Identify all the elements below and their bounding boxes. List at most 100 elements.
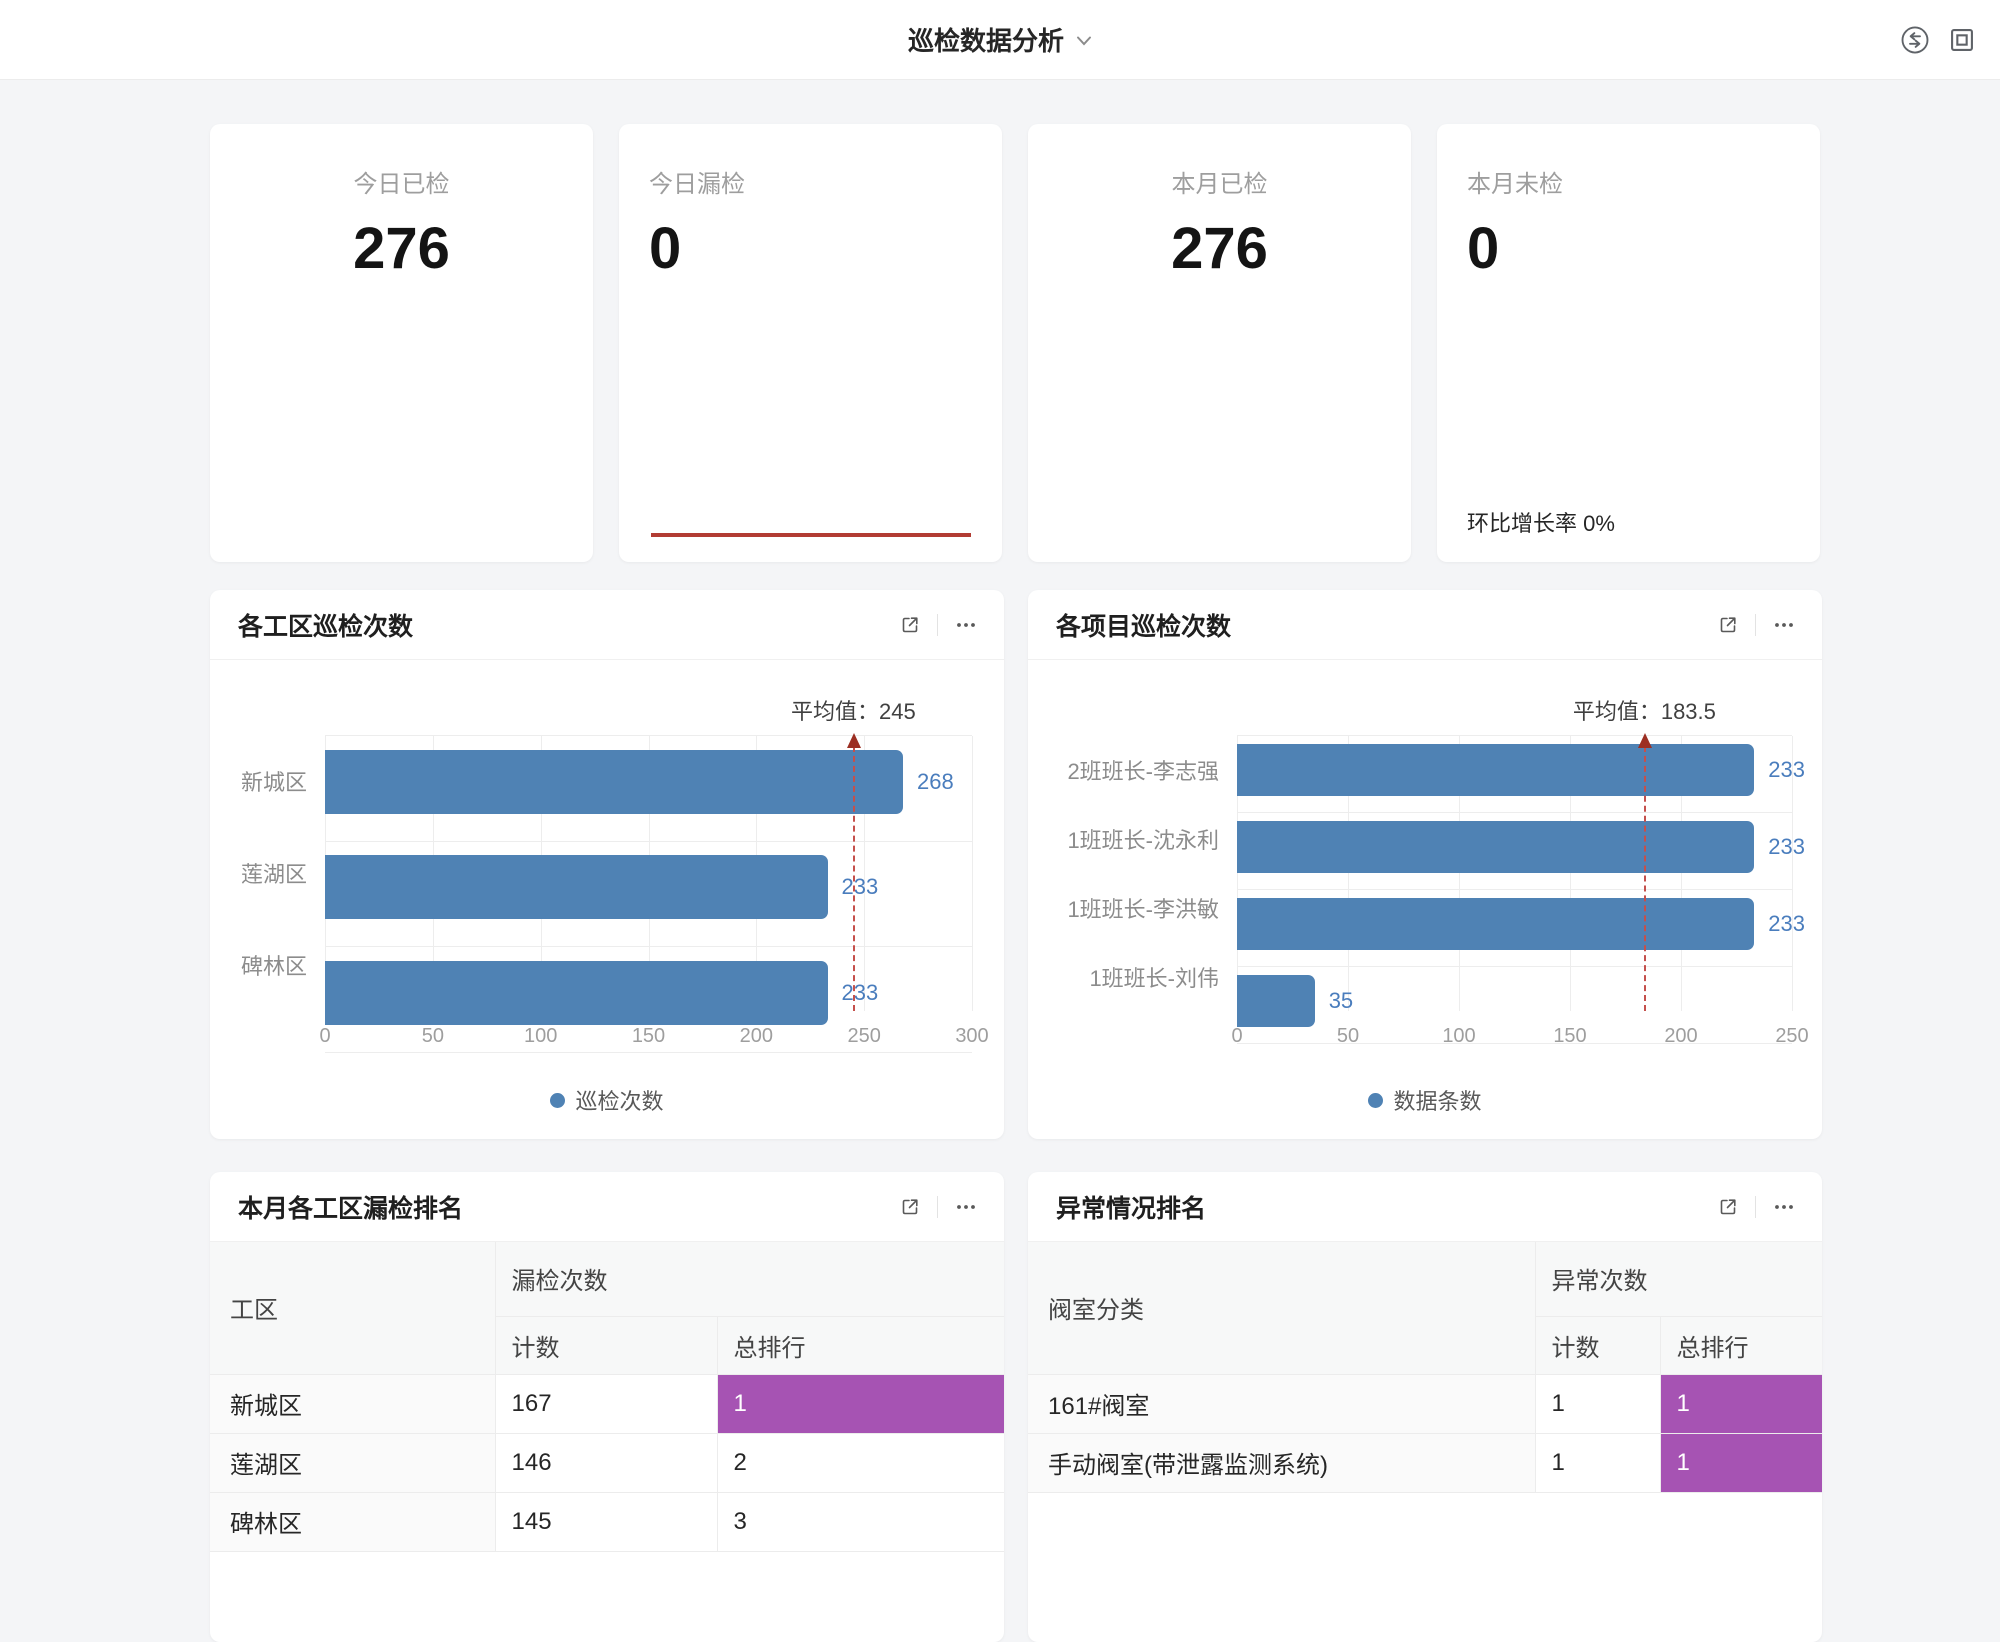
- open-in-new-icon[interactable]: [1717, 1196, 1739, 1218]
- chart-legend[interactable]: 巡检次数: [210, 1084, 1004, 1116]
- gridline: [864, 736, 866, 1011]
- sub-column-header: 计数: [495, 1315, 718, 1375]
- axis-tick-label: 300: [955, 1025, 989, 1047]
- group-column-header: 异常次数: [1534, 1242, 1822, 1317]
- swap-refresh-icon[interactable]: [1900, 25, 1930, 55]
- chart-panel-project: 各项目巡检次数 数据条数: [1028, 590, 1822, 1139]
- header-actions: [1900, 0, 1976, 79]
- bar: 233: [325, 960, 878, 1025]
- ranking-table: 阀室分类 异常次数 计数 总排行 161#阀室 1 1 手动阀室(带泄露监测系统) 1 1: [1028, 1242, 1822, 1493]
- chart-legend[interactable]: 数据条数: [1028, 1084, 1822, 1116]
- stat-card-today-inspected: 今日已检 276: [210, 124, 593, 562]
- category-label: 碑林区: [240, 954, 307, 979]
- panel-header: 各工区巡检次数: [210, 590, 1004, 660]
- table-body: 161#阀室 1 1 手动阀室(带泄露监测系统) 1 1: [1028, 1373, 1822, 1493]
- count-cell: 167: [494, 1373, 718, 1434]
- table-body: 新城区 167 1 莲湖区 146 2 碑林区 145 3: [210, 1373, 1004, 1552]
- category-label: 新城区: [240, 770, 307, 795]
- chart-panels-row: 各工区巡检次数 巡检次数: [210, 590, 1822, 1139]
- bar: 233: [1237, 898, 1805, 950]
- axis-tick-label: 0: [1231, 1025, 1243, 1047]
- chart-row: 233: [1237, 898, 1805, 967]
- gridline: [1237, 736, 1238, 1011]
- rank-cell: 1: [716, 1373, 1004, 1434]
- stat-value: 276: [353, 216, 450, 281]
- chart-row: 233: [1237, 744, 1805, 813]
- fullscreen-window-icon[interactable]: [1948, 26, 1976, 54]
- bar-value-label: 233: [1768, 911, 1805, 936]
- divider: [937, 1195, 938, 1218]
- category-label: 莲湖区: [240, 862, 307, 887]
- open-in-new-icon[interactable]: [1717, 614, 1739, 636]
- legend-label: 数据条数: [1393, 1089, 1482, 1114]
- average-line: [1638, 733, 1653, 1011]
- category-label: 2班班长-李志强: [1067, 758, 1219, 784]
- count-cell: 1: [1534, 1373, 1661, 1434]
- panel-actions: [899, 1195, 978, 1219]
- chart-title: 各项目巡检次数: [1056, 612, 1232, 641]
- bar-value-label: 35: [1328, 988, 1354, 1013]
- axis-tick-label: 50: [1336, 1025, 1360, 1047]
- table-panel-missed-ranking: 本月各工区漏检排名 工区 漏检次数 计数 总排行 新城区 167 1 莲湖区 146 2 碑林区 14…: [210, 1172, 1004, 1642]
- sub-column-header: 总排行: [716, 1315, 1004, 1375]
- legend-dot-icon: [550, 1092, 566, 1108]
- bar: 233: [1237, 821, 1805, 873]
- dashboard-title-wrap[interactable]: 巡检数据分析: [0, 0, 2000, 79]
- gridline: [1681, 736, 1682, 1011]
- bar: 268: [325, 749, 954, 814]
- open-in-new-icon[interactable]: [899, 1196, 921, 1218]
- plot-area: 233 233 233 35: [1237, 733, 1805, 1044]
- ranking-table: 工区 漏检次数 计数 总排行 新城区 167 1 莲湖区 146 2 碑林区 145 3: [210, 1242, 1004, 1552]
- axis-tick-label: 150: [631, 1025, 666, 1047]
- more-options-icon[interactable]: [1772, 613, 1796, 637]
- category-label: 1班班长-李洪敏: [1067, 896, 1219, 922]
- app-header: 巡检数据分析: [0, 0, 2000, 80]
- divider: [1755, 613, 1756, 636]
- more-options-icon[interactable]: [954, 1195, 978, 1219]
- category-label: 1班班长-刘伟: [1089, 965, 1219, 991]
- stat-value: 0: [649, 216, 682, 281]
- row-name-cell: 碑林区: [210, 1491, 496, 1552]
- axis-tick-label: 150: [1553, 1025, 1587, 1047]
- panel-actions: [1717, 613, 1796, 637]
- bar-value-label: 233: [1768, 757, 1805, 782]
- table-panel-abnormal-ranking: 异常情况排名 阀室分类 异常次数 计数 总排行 161#阀室 1 1 手动阀室(带泄露监测系统…: [1028, 1172, 1822, 1642]
- page-title: 巡检数据分析: [907, 26, 1064, 56]
- gridline: [1792, 736, 1793, 1011]
- divider: [1755, 1195, 1756, 1218]
- more-options-icon[interactable]: [954, 613, 978, 637]
- panel-header: 本月各工区漏检排名: [210, 1172, 1004, 1242]
- column-header: 阀室分类: [1028, 1242, 1536, 1375]
- rank-cell: 1: [1659, 1373, 1822, 1434]
- table-header: 工区 漏检次数 计数 总排行: [210, 1242, 1004, 1375]
- sub-column-header: 总排行: [1659, 1315, 1822, 1375]
- bar-value-label: 233: [1768, 834, 1805, 859]
- axis-tick-label: 250: [1775, 1025, 1809, 1047]
- bar-chart: 数据条数 平均值：183.5 2班班长-李志强 1班班长-沈永利 1班班长-李洪敏 1班…: [1028, 660, 1822, 1138]
- table-row: 莲湖区 146 2: [210, 1432, 1004, 1493]
- panel-actions: [1717, 1195, 1796, 1219]
- average-value-label: 平均值：183.5: [1572, 699, 1716, 724]
- bar-value-label: 268: [916, 768, 954, 794]
- table-header: 阀室分类 异常次数 计数 总排行: [1028, 1242, 1822, 1375]
- open-in-new-icon[interactable]: [899, 614, 921, 636]
- column-header: 工区: [210, 1242, 496, 1375]
- legend-dot-icon: [1368, 1092, 1384, 1108]
- chart-row: 233: [325, 855, 972, 947]
- gridline: [1348, 736, 1349, 1011]
- axis-tick-label: 100: [523, 1025, 558, 1047]
- plot-area: 268 233 233: [325, 733, 973, 1053]
- stat-card-today-missed: 今日漏检 0: [619, 124, 1002, 562]
- stat-card-month-inspected: 本月已检 276: [1028, 124, 1411, 562]
- chart-panel-workzone: 各工区巡检次数 巡检次数: [210, 590, 1004, 1139]
- divider: [937, 613, 938, 636]
- gridline: [972, 736, 973, 1011]
- rank-cell: 1: [1659, 1432, 1822, 1493]
- axis-tick-label: 200: [1664, 1025, 1698, 1047]
- count-cell: 145: [494, 1491, 718, 1552]
- more-options-icon[interactable]: [1772, 1195, 1796, 1219]
- stat-label: 本月已检: [1171, 171, 1268, 198]
- gridline: [1570, 736, 1571, 1011]
- chevron-down-icon[interactable]: [1076, 33, 1092, 51]
- table-title: 本月各工区漏检排名: [238, 1194, 464, 1223]
